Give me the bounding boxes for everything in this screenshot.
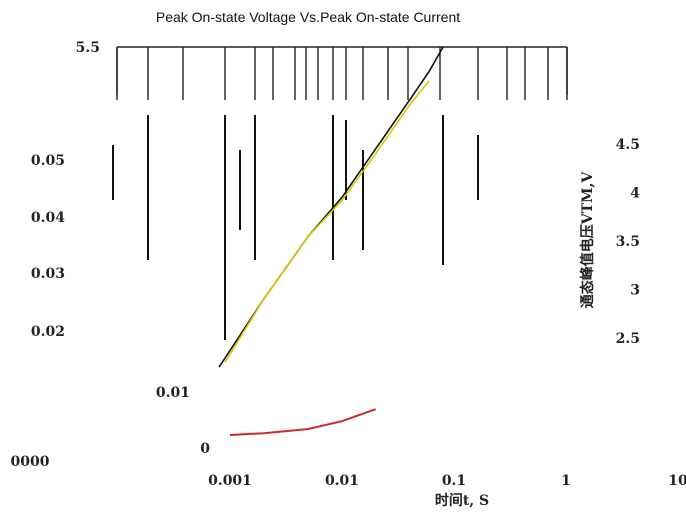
left-tick-label: 0.02 bbox=[31, 324, 65, 340]
x-tick-labels: 0.001 0.01 0.1 1 10 bbox=[208, 473, 686, 489]
plot-frame bbox=[116, 46, 568, 95]
right-tick-labels: 5.5 4.5 4 3.5 3 2.5 bbox=[76, 40, 641, 347]
x-tick-label: 10 bbox=[668, 473, 686, 489]
x-tick-label: 0.001 bbox=[208, 473, 252, 489]
left-tick-label: 0.05 bbox=[31, 153, 65, 169]
right-tick-label: 5.5 bbox=[76, 40, 100, 56]
x-tick-label: 0.01 bbox=[325, 473, 359, 489]
y-axis-label: 通态峰值电压VTM,V bbox=[579, 171, 596, 309]
left-tick-label: 0 bbox=[200, 441, 210, 457]
right-tick-label: 3.5 bbox=[616, 234, 640, 250]
left-zero-alt-label: 0000 bbox=[11, 454, 50, 470]
chart-title: Peak On-state Voltage Vs.Peak On-state C… bbox=[156, 9, 460, 25]
right-tick-label: 2.5 bbox=[616, 331, 640, 347]
series-line-3 bbox=[229, 408, 377, 436]
series-layer bbox=[218, 46, 444, 436]
x-axis-label: 时间t, S bbox=[435, 492, 489, 509]
right-tick-label: 4.5 bbox=[616, 137, 640, 153]
left-tick-label: 0.01 bbox=[156, 385, 190, 401]
right-tick-label: 3 bbox=[630, 283, 640, 299]
series-line-2 bbox=[224, 80, 430, 363]
x-tick-label: 0.1 bbox=[442, 473, 466, 489]
left-tick-label: 0.04 bbox=[31, 210, 65, 226]
grid-lines bbox=[112, 47, 568, 340]
left-tick-label: 0.03 bbox=[31, 266, 65, 282]
x-tick-label: 1 bbox=[561, 473, 571, 489]
series-line-1 bbox=[218, 46, 444, 368]
right-tick-label: 4 bbox=[630, 186, 640, 202]
